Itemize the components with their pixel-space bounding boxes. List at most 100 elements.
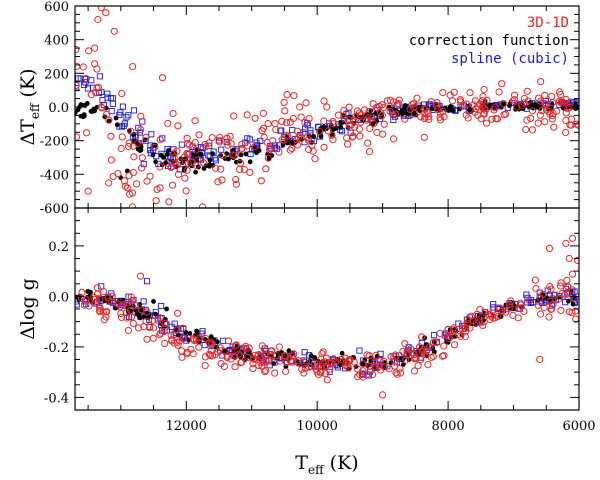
data-point-3d-1d [328, 131, 336, 139]
data-point-3d-1d [341, 354, 349, 362]
data-point-3d-1d [223, 352, 232, 360]
data-point-correction-function [269, 153, 275, 159]
data-point-3d-1d [148, 316, 157, 325]
data-point-3d-1d [456, 98, 465, 106]
data-point-3d-1d [535, 94, 543, 102]
data-point-3d-1d [420, 133, 428, 141]
data-point-spline-cubic [218, 146, 225, 153]
x-tick-label: 6000 [562, 419, 595, 434]
data-point-3d-1d [261, 368, 269, 376]
data-point-3d-1d [375, 362, 383, 371]
data-point-3d-1d [420, 350, 428, 358]
data-point-correction-function [203, 163, 209, 169]
data-point-3d-1d [368, 115, 376, 123]
data-point-3d-1d [275, 343, 283, 351]
data-point-3d-1d [105, 179, 113, 187]
y-tick-label: 0.0 [48, 101, 69, 116]
data-point-3d-1d [556, 282, 565, 290]
data-point-spline-cubic [301, 139, 308, 146]
data-point-3d-1d [232, 341, 240, 349]
data-point-3d-1d [555, 295, 563, 303]
data-point-3d-1d [478, 102, 487, 111]
data-point-3d-1d [275, 148, 283, 156]
data-point-spline-cubic [120, 122, 127, 129]
data-point-3d-1d [466, 89, 474, 97]
data-point-3d-1d [520, 94, 529, 103]
data-point-3d-1d [238, 144, 246, 152]
data-point-3d-1d [491, 314, 499, 322]
data-point-3d-1d [383, 97, 391, 105]
data-point-3d-1d [498, 80, 506, 88]
data-point-3d-1d [107, 156, 116, 164]
data-point-3d-1d [410, 367, 419, 375]
data-point-3d-1d [513, 103, 521, 111]
data-point-3d-1d [98, 104, 106, 112]
data-point-3d-1d [290, 350, 298, 358]
data-point-correction-function [311, 134, 317, 139]
data-point-correction-function [198, 151, 204, 157]
data-point-3d-1d [228, 348, 236, 356]
data-point-3d-1d [255, 351, 263, 359]
data-point-3d-1d [320, 117, 328, 125]
data-point-3d-1d [231, 363, 239, 371]
data-point-3d-1d [340, 106, 348, 115]
data-point-correction-function [215, 339, 220, 345]
data-point-3d-1d [401, 340, 409, 348]
legend-label-correction-function: correction function [409, 33, 569, 49]
data-point-3d-1d [78, 288, 86, 296]
data-point-3d-1d [546, 282, 554, 291]
data-point-3d-1d [264, 120, 272, 128]
data-point-3d-1d [356, 132, 364, 140]
data-point-3d-1d [566, 98, 575, 106]
data-point-3d-1d [93, 84, 101, 92]
data-point-3d-1d [548, 305, 556, 313]
data-point-3d-1d [485, 310, 493, 318]
data-point-3d-1d [424, 361, 432, 369]
data-point-3d-1d [364, 139, 372, 147]
data-point-3d-1d [126, 190, 134, 198]
data-point-3d-1d [224, 337, 233, 345]
data-point-correction-function [207, 157, 213, 163]
data-point-3d-1d [563, 276, 571, 284]
data-point-3d-1d [559, 99, 568, 107]
data-point-spline-cubic [148, 131, 155, 138]
data-point-3d-1d [137, 126, 145, 134]
data-point-spline-cubic [140, 298, 147, 305]
data-point-3d-1d [105, 297, 113, 305]
data-point-3d-1d [183, 166, 191, 174]
data-point-3d-1d [92, 299, 100, 307]
data-point-3d-1d [555, 88, 564, 96]
data-point-correction-function [467, 108, 472, 113]
data-point-3d-1d [446, 91, 454, 99]
data-point-3d-1d [156, 314, 164, 322]
data-point-3d-1d [472, 105, 480, 113]
data-point-3d-1d [181, 174, 189, 182]
data-point-3d-1d [201, 353, 209, 361]
data-point-3d-1d [425, 115, 433, 124]
data-point-3d-1d [208, 134, 216, 142]
data-point-spline-cubic [125, 293, 132, 300]
data-point-3d-1d [480, 85, 488, 94]
data-point-3d-1d [269, 137, 277, 145]
data-point-3d-1d [214, 348, 222, 356]
data-point-3d-1d [387, 353, 395, 361]
data-point-3d-1d [562, 239, 570, 247]
data-point-3d-1d [574, 256, 579, 264]
data-point-correction-function [286, 348, 292, 354]
data-point-3d-1d [138, 164, 146, 172]
data-point-3d-1d [491, 104, 499, 112]
data-point-3d-1d [467, 312, 475, 320]
data-point-3d-1d [564, 290, 572, 298]
data-point-spline-cubic [130, 107, 137, 114]
data-point-3d-1d [561, 291, 569, 299]
data-point-3d-1d [420, 105, 428, 113]
data-point-3d-1d [567, 121, 575, 129]
top-panel: 600 400 200 0.0 -200 -400 -600 3D-1D correctio… [17, 0, 580, 217]
data-point-correction-function [153, 311, 158, 317]
data-point-3d-1d [118, 89, 126, 98]
data-point-3d-1d [183, 134, 191, 142]
data-point-3d-1d [369, 100, 377, 108]
data-point-3d-1d [502, 308, 510, 316]
